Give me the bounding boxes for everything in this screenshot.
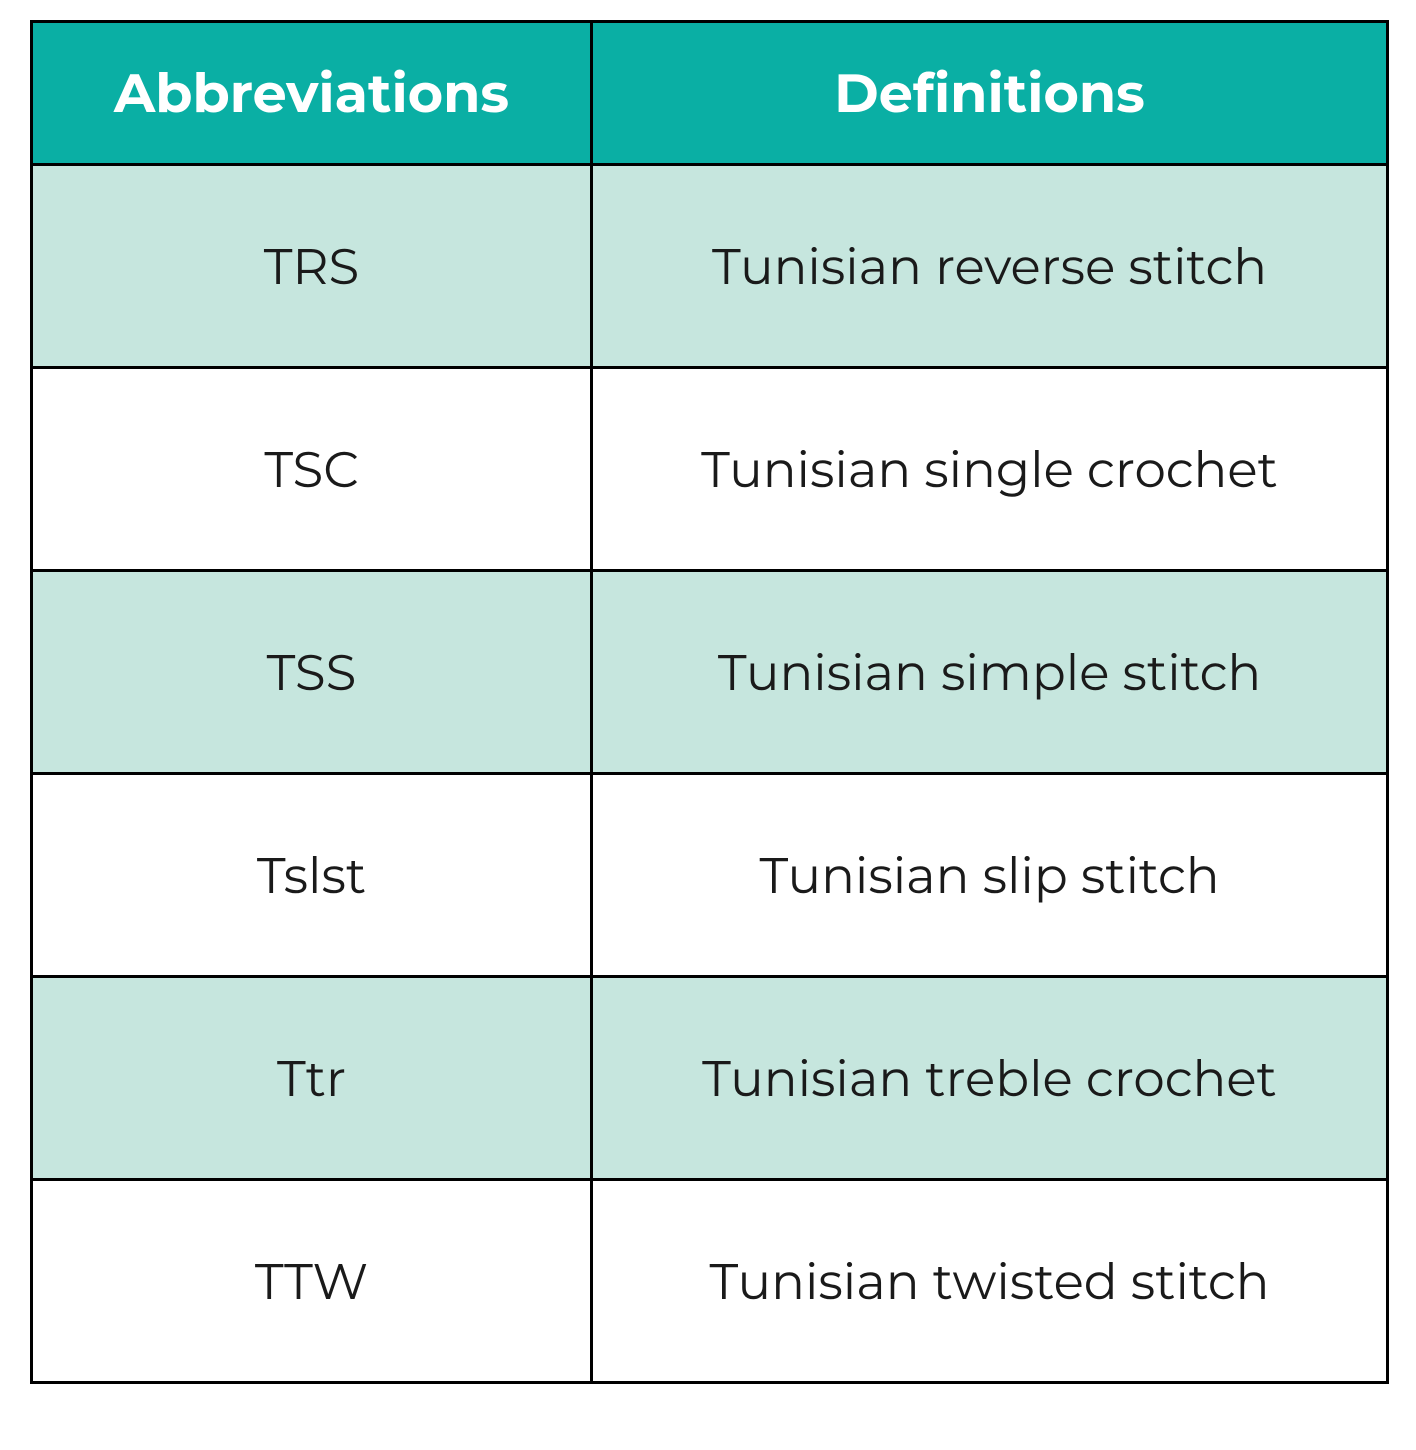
cell-definition: Tunisian slip stitch — [592, 774, 1388, 977]
cell-abbrev: TSS — [32, 571, 592, 774]
cell-abbrev: TRS — [32, 165, 592, 368]
cell-definition: Tunisian simple stitch — [592, 571, 1388, 774]
cell-abbrev: TTW — [32, 1180, 592, 1383]
table-container: Abbreviations Definitions TRS Tunisian r… — [0, 0, 1416, 1404]
table-row: Tslst Tunisian slip stitch — [32, 774, 1388, 977]
abbreviations-table: Abbreviations Definitions TRS Tunisian r… — [30, 20, 1389, 1384]
col-header-abbreviations: Abbreviations — [32, 22, 592, 165]
table-body: TRS Tunisian reverse stitch TSC Tunisian… — [32, 165, 1388, 1383]
cell-definition: Tunisian reverse stitch — [592, 165, 1388, 368]
table-row: TSS Tunisian simple stitch — [32, 571, 1388, 774]
table-row: Ttr Tunisian treble crochet — [32, 977, 1388, 1180]
cell-abbrev: TSC — [32, 368, 592, 571]
cell-definition: Tunisian twisted stitch — [592, 1180, 1388, 1383]
table-header-row: Abbreviations Definitions — [32, 22, 1388, 165]
cell-definition: Tunisian treble crochet — [592, 977, 1388, 1180]
cell-abbrev: Tslst — [32, 774, 592, 977]
table-row: TRS Tunisian reverse stitch — [32, 165, 1388, 368]
table-row: TTW Tunisian twisted stitch — [32, 1180, 1388, 1383]
col-header-definitions: Definitions — [592, 22, 1388, 165]
cell-abbrev: Ttr — [32, 977, 592, 1180]
cell-definition: Tunisian single crochet — [592, 368, 1388, 571]
table-row: TSC Tunisian single crochet — [32, 368, 1388, 571]
